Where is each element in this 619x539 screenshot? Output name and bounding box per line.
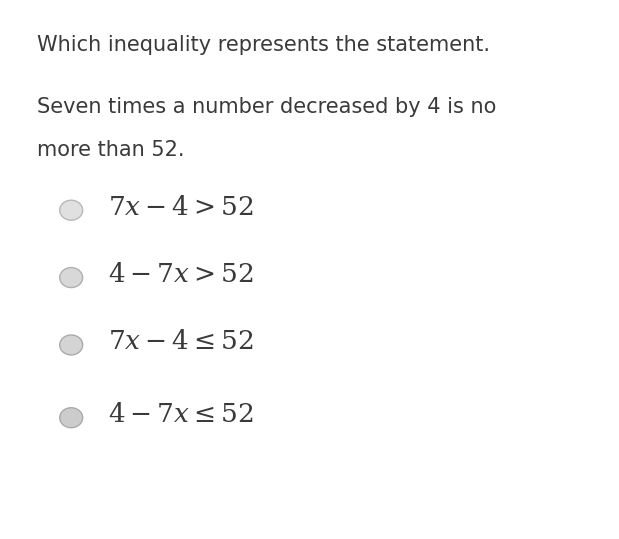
Text: $4 - 7x > 52$: $4 - 7x > 52$ xyxy=(108,262,254,288)
Circle shape xyxy=(59,200,83,220)
Text: more than 52.: more than 52. xyxy=(37,140,184,160)
Text: Seven times a number decreased by 4 is no: Seven times a number decreased by 4 is n… xyxy=(37,97,496,117)
Text: $7x - 4 > 52$: $7x - 4 > 52$ xyxy=(108,195,254,220)
Circle shape xyxy=(59,407,83,428)
Circle shape xyxy=(59,267,83,288)
Text: Which inequality represents the statement.: Which inequality represents the statemen… xyxy=(37,35,490,55)
Text: $4 - 7x \leq 52$: $4 - 7x \leq 52$ xyxy=(108,402,254,428)
Circle shape xyxy=(59,335,83,355)
Text: $7x - 4 \leq 52$: $7x - 4 \leq 52$ xyxy=(108,329,254,355)
